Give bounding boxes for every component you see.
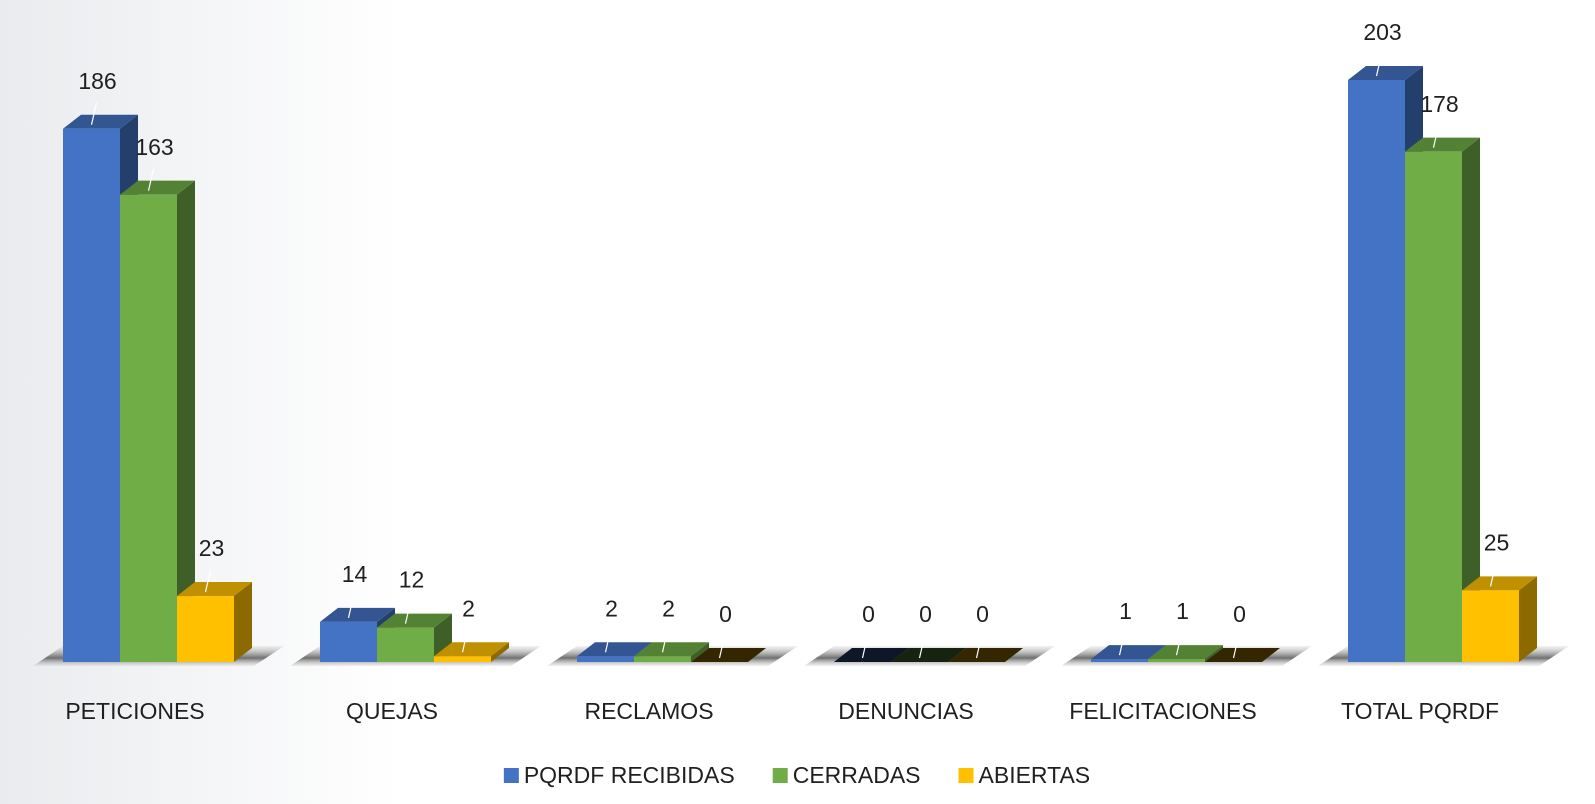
value-label: 1 [1119, 598, 1132, 624]
value-label: 2 [662, 595, 675, 621]
bar [1405, 151, 1462, 663]
legend: PQRDF RECIBIDAS CERRADAS ABIERTAS [503, 762, 1091, 788]
bar-top [1462, 576, 1537, 591]
bar [377, 627, 434, 662]
bar-side [1205, 645, 1223, 662]
value-label: 1 [1176, 598, 1189, 624]
value-label: 203 [1363, 19, 1401, 45]
x-tick-label: RECLAMOS [584, 698, 713, 724]
bar-side [691, 642, 709, 662]
bar [177, 596, 234, 662]
bar-top [1348, 66, 1423, 80]
bar-top [634, 642, 709, 657]
leader-line [90, 102, 98, 125]
leader-line [918, 635, 926, 659]
leader-line [718, 635, 726, 659]
legend-swatch [958, 768, 974, 783]
bar-top [1091, 645, 1166, 660]
leader-line [975, 635, 983, 659]
bar-side [1462, 137, 1480, 663]
bar-top [1205, 648, 1280, 662]
value-label: 0 [1233, 601, 1246, 627]
value-label: 2 [462, 595, 475, 621]
bar [1462, 590, 1519, 662]
bar-top [948, 648, 1023, 662]
leader-line [404, 601, 412, 624]
leader-line [1432, 125, 1440, 148]
bar-top [377, 613, 452, 628]
bar-top [691, 648, 766, 662]
x-tick-label: PETICIONES [65, 698, 204, 724]
bar-top [577, 642, 652, 657]
value-label: 0 [919, 601, 932, 627]
leader-line [1232, 635, 1240, 659]
legend-swatch [503, 768, 519, 783]
leader-line [661, 630, 669, 653]
bar-top [891, 648, 966, 662]
bar-top [63, 114, 138, 129]
bar-side [491, 642, 509, 662]
bar [434, 656, 491, 662]
value-label: 0 [719, 601, 732, 627]
value-label: 0 [862, 601, 875, 627]
bar-side [177, 180, 195, 662]
leader-line [347, 595, 355, 618]
leader-line [204, 569, 212, 593]
bar-top [177, 582, 252, 597]
bar-top [1405, 137, 1480, 152]
legend-label: PQRDF RECIBIDAS [524, 762, 735, 788]
value-label: 186 [78, 68, 116, 94]
bar [63, 128, 120, 663]
plot-area: PETICIONES QUEJAS RECLAMOS DENUNCIAS FELICIT… [33, 19, 1569, 724]
value-label: 12 [399, 567, 425, 593]
legend-label: ABIERTAS [979, 762, 1091, 788]
leader-line [861, 635, 869, 659]
value-label: 0 [976, 601, 989, 627]
leader-line [1375, 53, 1383, 77]
leader-line [147, 168, 155, 191]
legend-label: CERRADAS [793, 762, 921, 788]
bar [1348, 80, 1405, 662]
bar-top [834, 648, 909, 662]
bar-top [434, 642, 509, 657]
x-tick-label: TOTAL PQRDF [1341, 698, 1499, 724]
leader-line [1489, 564, 1497, 587]
bar-top [120, 180, 195, 195]
leader-line [604, 630, 612, 653]
bar-top [320, 607, 395, 622]
leader-line [461, 630, 469, 653]
bar-side [1519, 576, 1537, 662]
leader-line [1175, 633, 1183, 656]
value-label: 14 [342, 561, 368, 587]
value-label: 25 [1484, 529, 1510, 555]
x-tick-label: FELICITACIONES [1069, 698, 1256, 724]
x-tick-label: QUEJAS [346, 698, 438, 724]
bar-side [234, 582, 252, 662]
value-label: 178 [1420, 91, 1458, 117]
x-tick-label: DENUNCIAS [838, 698, 973, 724]
bar [320, 621, 377, 662]
bar [1091, 659, 1148, 662]
leader-line [1118, 633, 1126, 656]
value-label: 23 [199, 535, 225, 561]
value-label: 2 [605, 595, 618, 621]
bar [634, 656, 691, 662]
bar [1148, 659, 1205, 662]
value-label: 163 [135, 134, 173, 160]
legend-swatch [772, 768, 788, 783]
bar-top [1148, 645, 1223, 660]
bar [120, 194, 177, 662]
bar [577, 656, 634, 662]
